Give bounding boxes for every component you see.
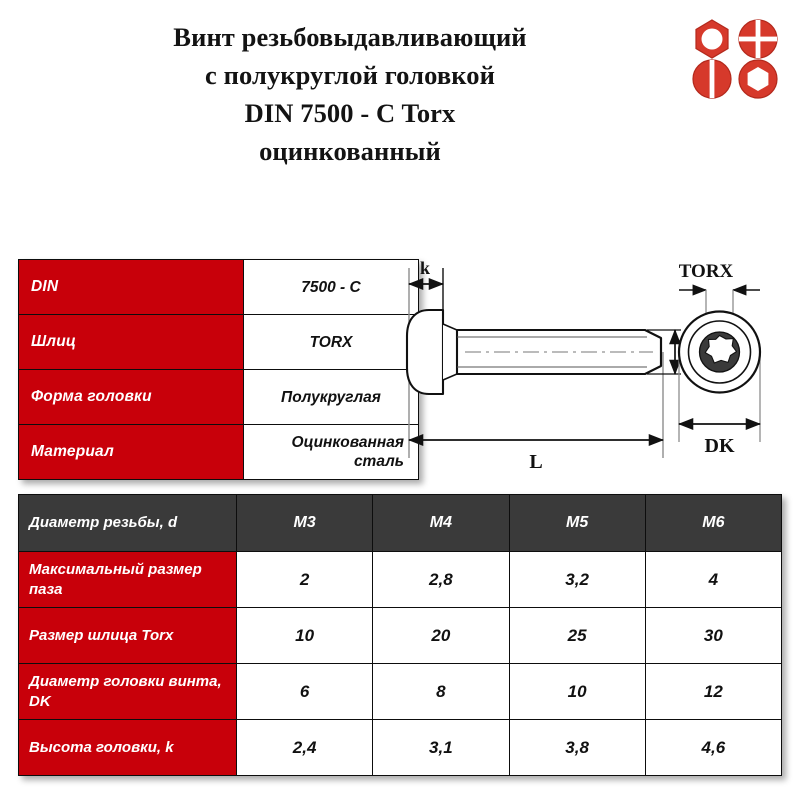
- dim-label-dk: DK: [705, 435, 735, 457]
- spec-key: Форма головки: [18, 369, 244, 425]
- header: Винт резьбовыдавливающий с полукруглой г…: [0, 0, 800, 200]
- table-row: Форма головки Полукруглая: [18, 369, 419, 425]
- dim-cell: 3,2: [508, 551, 646, 608]
- spec-value: Полукруглая: [243, 369, 419, 425]
- dim-cell: 2,8: [372, 551, 510, 608]
- spec-value: Оцинкованная сталь: [243, 424, 419, 480]
- table-row: Материал Оцинкованная сталь: [18, 424, 419, 480]
- dim-cell: 8: [372, 663, 510, 720]
- table-row: Размер шлица Torx 10 20 25 30: [18, 607, 783, 664]
- dim-cell: 2: [235, 551, 374, 608]
- dim-cell: 3,1: [372, 719, 510, 776]
- dim-row-label: Диаметр головки винта, DK: [18, 663, 237, 720]
- dim-label-L: L: [529, 451, 542, 473]
- dimension-table: Диаметр резьбы, d M3 M4 M5 M6 Максимальн…: [18, 494, 783, 776]
- title-line-3: DIN 7500 - C Torx: [244, 98, 456, 128]
- dim-row-label: Высота головки, k: [18, 719, 237, 776]
- screw-top-view: TORX DK: [677, 261, 762, 457]
- spec-value: 7500 - C: [243, 259, 419, 315]
- title-line-1: Винт резьбовыдавливающий: [173, 22, 527, 52]
- page-title: Винт резьбовыдавливающий с полукруглой г…: [40, 18, 660, 170]
- screw-side-view: k d L: [405, 258, 706, 473]
- dim-cell: 30: [644, 607, 783, 664]
- spec-key: Материал: [18, 424, 244, 480]
- spec-key: Шлиц: [18, 314, 244, 370]
- dim-cell: 20: [372, 607, 510, 664]
- title-line-2: с полукруглой головкой: [205, 60, 495, 90]
- dim-cell: 2,4: [235, 719, 374, 776]
- dim-row-label: Максимальный размер паза: [18, 551, 237, 608]
- dim-table-col-m3: M3: [235, 494, 374, 552]
- title-line-4: оцинкованный: [259, 136, 441, 166]
- dim-table-col-m4: M4: [372, 494, 510, 552]
- table-row: Высота головки, k 2,4 3,1 3,8 4,6: [18, 719, 783, 776]
- dim-row-label: Размер шлица Torx: [18, 607, 237, 664]
- dim-table-col-m5: M5: [508, 494, 646, 552]
- dim-cell: 10: [508, 663, 646, 720]
- dim-cell: 4: [644, 551, 783, 608]
- table-row: Максимальный размер паза 2 2,8 3,2 4: [18, 551, 783, 608]
- spec-table: DIN 7500 - C Шлиц TORX Форма головки Пол…: [18, 259, 419, 480]
- dim-label-k: k: [420, 258, 430, 278]
- technical-drawing: k d L TORX: [395, 252, 795, 482]
- dim-label-torx: TORX: [679, 261, 734, 282]
- table-row: Шлиц TORX: [18, 314, 419, 370]
- spec-key: DIN: [18, 259, 244, 315]
- dim-cell: 12: [644, 663, 783, 720]
- dim-cell: 4,6: [644, 719, 783, 776]
- table-row: Диаметр головки винта, DK 6 8 10 12: [18, 663, 783, 720]
- dim-cell: 6: [235, 663, 374, 720]
- table-row: DIN 7500 - C: [18, 259, 419, 315]
- table-header-row: Диаметр резьбы, d M3 M4 M5 M6: [18, 494, 783, 552]
- hex-nut-icon: [695, 19, 729, 59]
- dim-cell: 25: [508, 607, 646, 664]
- socket-screw-icon: [738, 59, 778, 99]
- dim-cell: 3,8: [508, 719, 646, 776]
- slot-screw-icon: [692, 59, 732, 99]
- spec-value: TORX: [243, 314, 419, 370]
- dim-table-col-m6: M6: [644, 494, 783, 552]
- dim-table-corner-label: Диаметр резьбы, d: [18, 494, 237, 552]
- cross-slot-screw-icon: [738, 19, 778, 59]
- dim-cell: 10: [235, 607, 374, 664]
- fastener-logo: [692, 18, 784, 100]
